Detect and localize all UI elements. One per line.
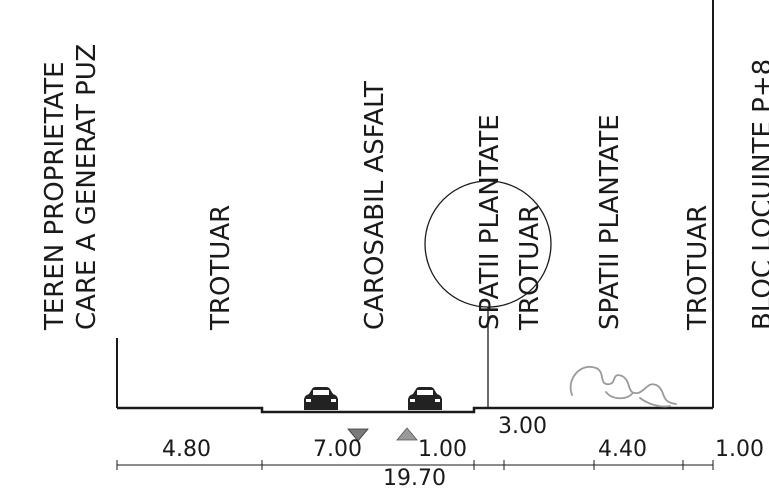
label-bloc: BLOC LOCUINTE P+8: [748, 58, 769, 330]
label-trotuar-left: TROTUAR: [206, 204, 236, 330]
dimension-value: 7.00: [313, 437, 362, 462]
dimension-value: 4.40: [598, 437, 647, 462]
label-carosabil: CAROSABIL ASFALT: [360, 81, 390, 330]
ground-profile: [117, 406, 713, 414]
dimension-value: 3.00: [498, 414, 547, 439]
dimension-total: 19.70: [383, 466, 446, 491]
car-icon: [304, 387, 338, 410]
dimension-ticks: [116, 460, 714, 470]
label-spatii-plantate-1: SPATII PLANTATE: [475, 114, 505, 330]
label-trotuar-right: TROTUAR: [683, 204, 713, 330]
label-spatii-plantate-2: SPATII PLANTATE: [595, 114, 625, 330]
label-teren-line1: TEREN PROPRIETATE: [40, 61, 70, 330]
label-teren-line2: CARE A GENERAT PUZ: [72, 43, 102, 330]
label-trotuar-mid: TROTUAR: [515, 204, 545, 330]
car-icon: [408, 387, 442, 410]
dimension-value: 1.00: [418, 437, 467, 462]
dimension-value: 4.80: [162, 437, 211, 462]
level-marker-down-icon: [347, 428, 369, 442]
dimension-value: 1.00: [715, 437, 764, 462]
shrub: [569, 365, 677, 408]
level-marker-up-icon: [396, 427, 418, 441]
